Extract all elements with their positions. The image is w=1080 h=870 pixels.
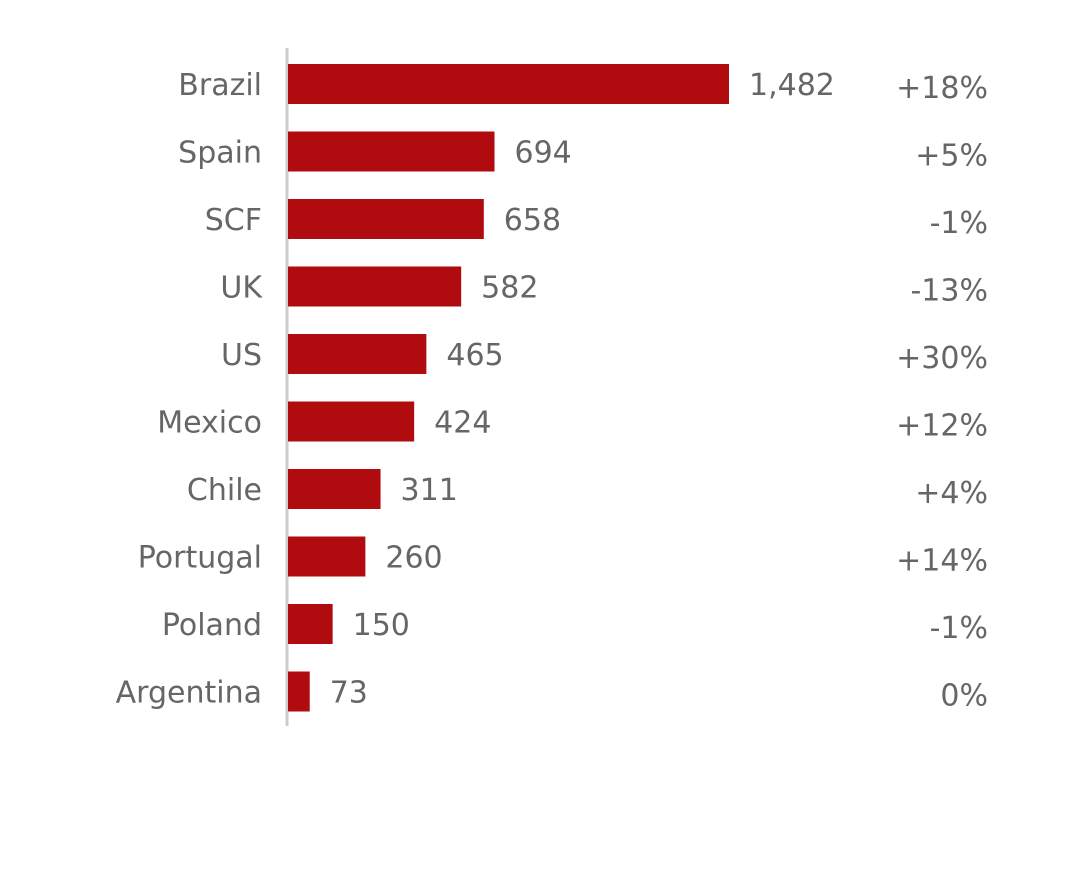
bar-poland bbox=[288, 604, 333, 644]
change-labels-group: +18% +5% -1% -13% +30% +12% +4% +14% -1% 0% bbox=[896, 71, 988, 714]
value-labels-group: 1,482 694 658 582 465 424 311 260 150 73 bbox=[330, 68, 835, 711]
change-label: +4% bbox=[915, 476, 988, 511]
bar-scf bbox=[288, 199, 484, 239]
category-label: Portugal bbox=[138, 541, 262, 576]
bar-chile bbox=[288, 469, 381, 509]
value-label: 465 bbox=[446, 338, 503, 373]
category-label: Argentina bbox=[116, 676, 262, 711]
bar-mexico bbox=[288, 401, 415, 442]
value-label: 1,482 bbox=[749, 68, 835, 103]
category-label: US bbox=[221, 338, 262, 373]
change-label: -1% bbox=[930, 611, 988, 646]
bar-uk bbox=[288, 266, 462, 307]
value-label: 73 bbox=[330, 676, 368, 711]
category-label: Poland bbox=[162, 608, 262, 643]
change-label: +18% bbox=[896, 71, 988, 106]
bar-us bbox=[288, 334, 427, 374]
value-label: 311 bbox=[401, 473, 458, 508]
value-label: 582 bbox=[481, 271, 538, 306]
change-label: -13% bbox=[910, 274, 988, 309]
category-label: Chile bbox=[187, 473, 262, 508]
change-label: -1% bbox=[930, 206, 988, 241]
bar-spain bbox=[288, 131, 495, 172]
value-label: 694 bbox=[515, 136, 572, 171]
bar-portugal bbox=[288, 536, 366, 577]
change-label: +30% bbox=[896, 341, 988, 376]
bars-group bbox=[288, 64, 729, 712]
value-label: 658 bbox=[504, 203, 561, 238]
bar-brazil bbox=[288, 64, 729, 104]
bar-argentina bbox=[288, 671, 310, 712]
change-label: 0% bbox=[940, 679, 988, 714]
change-label: +12% bbox=[896, 409, 988, 444]
change-label: +14% bbox=[896, 544, 988, 579]
change-label: +5% bbox=[915, 139, 988, 174]
value-label: 150 bbox=[353, 608, 410, 643]
category-label: Brazil bbox=[178, 68, 262, 103]
category-label: UK bbox=[220, 271, 263, 306]
category-label: Spain bbox=[178, 136, 262, 171]
category-label: SCF bbox=[205, 203, 262, 238]
category-labels-group: Brazil Spain SCF UK US Mexico Chile Portugal Pol… bbox=[116, 68, 264, 711]
value-label: 424 bbox=[434, 406, 491, 441]
category-label: Mexico bbox=[157, 406, 262, 441]
value-label: 260 bbox=[385, 541, 442, 576]
